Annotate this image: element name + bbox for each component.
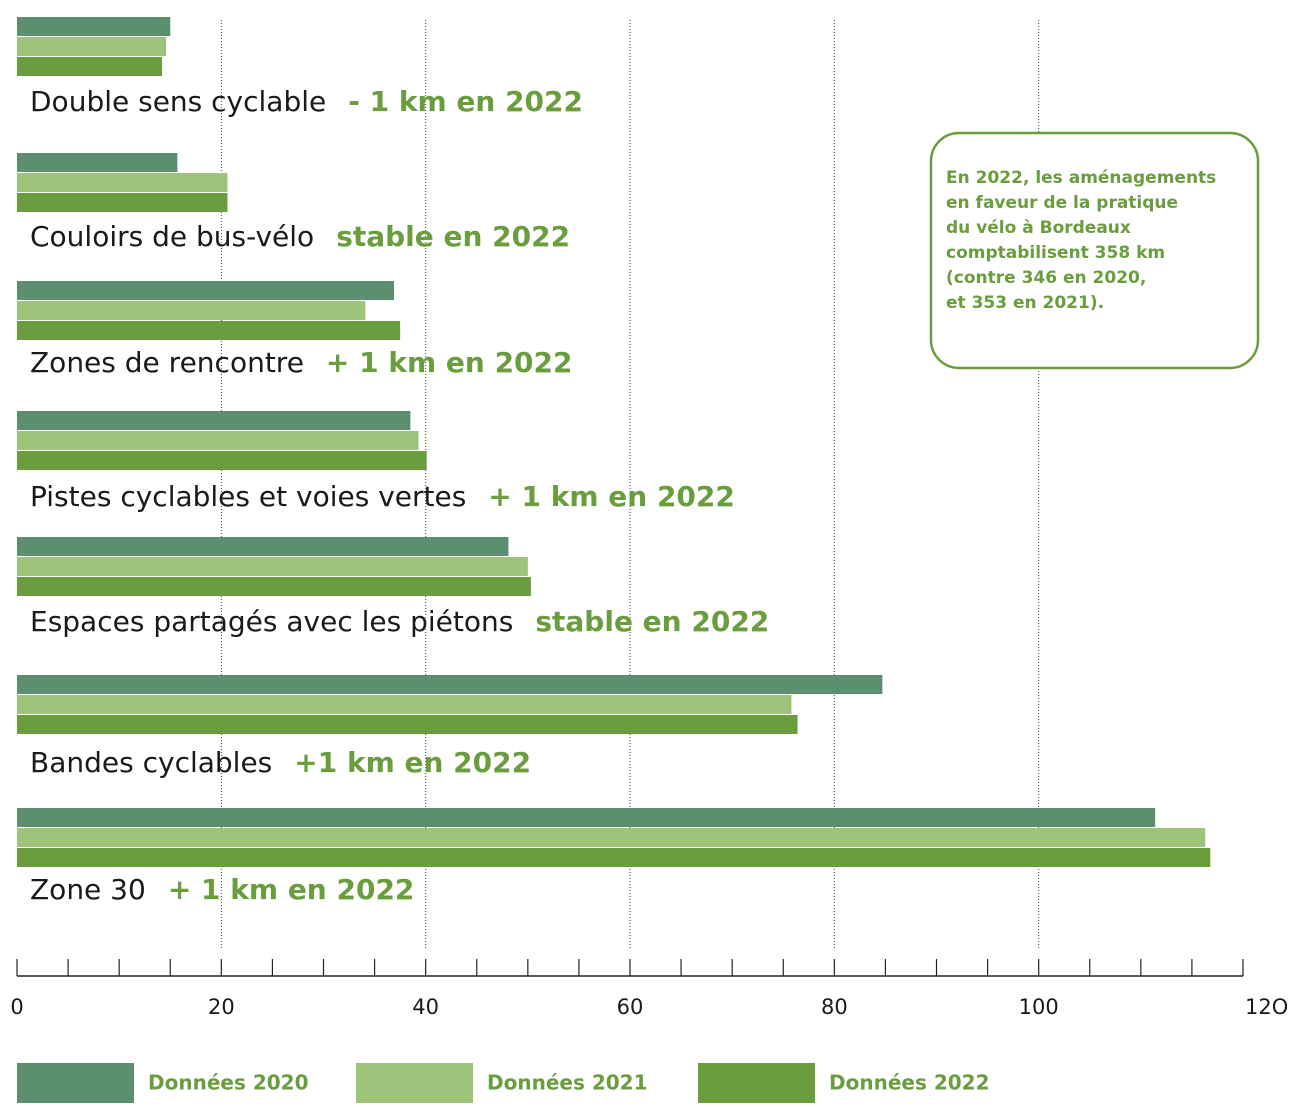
x-tick-label: 60	[617, 995, 644, 1019]
legend-label: Données 2021	[487, 1071, 647, 1095]
category-label: Zones de rencontre	[30, 346, 304, 379]
note-line: du vélo à Bordeaux	[946, 218, 1131, 238]
bar	[17, 57, 163, 76]
legend-swatch	[698, 1063, 815, 1103]
category-label: Pistes cyclables et voies vertes	[30, 480, 466, 513]
note-line: En 2022, les aménagements	[946, 168, 1216, 188]
bar	[17, 848, 1211, 867]
note-box	[929, 131, 1260, 370]
annotation: stable en 2022	[535, 605, 769, 638]
note-line: comptabilisent 358 km	[946, 243, 1165, 263]
category-label: Zone 30	[30, 873, 146, 906]
legend-label: Données 2020	[148, 1071, 308, 1095]
bar	[17, 451, 427, 470]
legend-label: Données 2022	[829, 1071, 989, 1095]
category-label: Double sens cyclable	[30, 85, 326, 118]
bar	[17, 17, 171, 36]
category-label: Bandes cyclables	[30, 746, 272, 779]
bar	[17, 537, 509, 556]
bar	[17, 695, 792, 714]
bar	[17, 281, 394, 300]
annotation: - 1 km en 2022	[348, 85, 583, 118]
annotation: + 1 km en 2022	[326, 346, 573, 379]
note-line: (contre 346 en 2020,	[946, 268, 1146, 288]
bar	[17, 153, 178, 172]
legend-swatch	[17, 1063, 134, 1103]
x-tick-label: 40	[412, 995, 439, 1019]
bar	[17, 828, 1206, 847]
bar	[17, 675, 883, 694]
bar	[17, 37, 167, 56]
bar	[17, 808, 1156, 827]
bar	[17, 193, 228, 212]
x-tick-label: 0	[10, 995, 23, 1019]
annotation: + 1 km en 2022	[168, 873, 415, 906]
x-tick-label: 12O km	[1245, 995, 1295, 1019]
bar	[17, 411, 411, 430]
x-tick-label: 80	[821, 995, 848, 1019]
bar	[17, 173, 228, 192]
category-label: Espaces partagés avec les piétons	[30, 605, 513, 638]
category-label: Couloirs de bus-vélo	[30, 220, 314, 253]
annotation: + 1 km en 2022	[488, 480, 735, 513]
bar	[17, 715, 798, 734]
bar	[17, 577, 531, 596]
annotation: stable en 2022	[336, 220, 570, 253]
bar	[17, 557, 528, 576]
note-line: en faveur de la pratique	[946, 193, 1178, 213]
bar	[17, 301, 366, 320]
annotation: +1 km en 2022	[294, 746, 531, 779]
legend-swatch	[356, 1063, 473, 1103]
note-line: et 353 en 2021).	[946, 293, 1104, 313]
x-tick-label: 100	[1019, 995, 1059, 1019]
bar	[17, 321, 401, 340]
x-tick-label: 20	[208, 995, 235, 1019]
bar	[17, 431, 419, 450]
